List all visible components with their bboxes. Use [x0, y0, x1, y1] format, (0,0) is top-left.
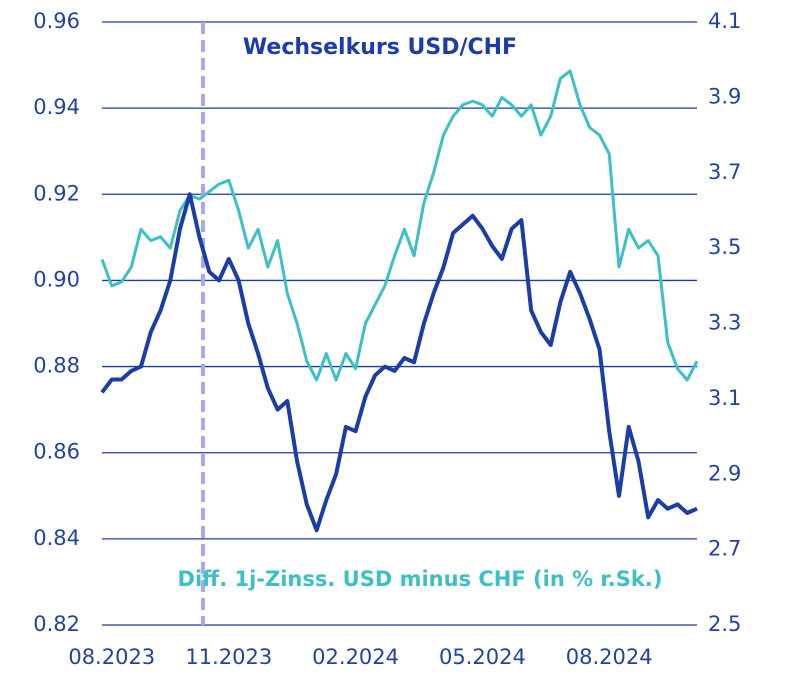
- x-tick-label: 05.2024: [439, 645, 526, 669]
- y-tick-label: 0.88: [33, 354, 80, 378]
- series-label: Wechselkurs USD/CHF: [243, 35, 517, 60]
- y-tick-label: 0.90: [33, 267, 80, 291]
- y2-tick-label: 2.7: [708, 537, 741, 561]
- y-tick-label: 0.96: [33, 9, 80, 33]
- series-label: Diff. 1j-Zinss. USD minus CHF (in % r.Sk…: [178, 567, 663, 591]
- y2-tick-label: 3.3: [708, 311, 741, 335]
- y2-tick-label: 3.5: [708, 235, 741, 259]
- y-tick-label: 0.82: [33, 612, 80, 636]
- series-line: [100, 192, 698, 533]
- y2-tick-label: 3.1: [708, 386, 741, 410]
- x-tick-label: 11.2023: [185, 645, 272, 669]
- y2-tick-label: 3.9: [708, 84, 741, 108]
- x-tick-label: 08.2024: [566, 645, 653, 669]
- y2-tick-label: 2.9: [708, 461, 741, 485]
- y-tick-label: 0.86: [33, 440, 80, 464]
- y-tick-label: 0.94: [33, 95, 80, 119]
- series-line: [100, 69, 699, 382]
- y2-tick-label: 3.7: [708, 160, 741, 184]
- y2-tick-label: 2.5: [708, 612, 741, 636]
- x-tick-label: 02.2024: [312, 645, 399, 669]
- y-tick-label: 0.92: [33, 181, 80, 205]
- y2-tick-label: 4.1: [708, 9, 741, 33]
- x-tick-label: 08.2023: [68, 645, 155, 669]
- y-tick-label: 0.84: [33, 526, 80, 550]
